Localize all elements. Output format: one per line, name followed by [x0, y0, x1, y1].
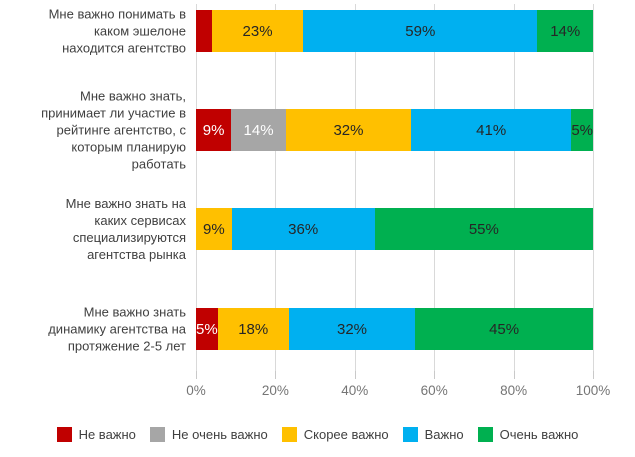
legend-label: Важно — [424, 427, 464, 442]
x-axis-tick — [354, 371, 356, 379]
legend: Не важно Не очень важно Скорее важно Важно О… — [0, 427, 635, 442]
bar-segment-very_important: 5% — [571, 109, 594, 151]
x-axis-tick-label: 60% — [420, 383, 448, 398]
bar-segment-important: 32% — [288, 308, 416, 350]
bar-segment-very_important: 55% — [374, 208, 593, 250]
gridline — [593, 4, 594, 371]
bar-segment-rather_important: 32% — [285, 109, 412, 151]
segment-value-label: 41% — [476, 121, 507, 139]
segment-value-label: 59% — [405, 22, 436, 40]
segment-value-label: 23% — [242, 22, 273, 40]
segment-value-label: 18% — [238, 320, 269, 338]
legend-swatch-not_important — [56, 427, 72, 442]
segment-value-label: 14% — [550, 22, 581, 40]
legend-label: Не важно — [78, 427, 136, 442]
bar-row: 23% 59% 14% — [196, 10, 593, 52]
bar-segment-not_important: 9% — [196, 109, 232, 151]
gridline — [354, 4, 356, 371]
category-label: Мне важно понимать в каком эшелоне наход… — [48, 6, 186, 56]
x-axis-tick — [196, 371, 197, 379]
bar-segment-not_very_important: 14% — [231, 109, 286, 151]
segment-value-label: 45% — [489, 320, 520, 338]
segment-value-label: 9% — [203, 220, 225, 238]
x-axis-tick — [593, 371, 594, 379]
x-axis-tick-label: 40% — [341, 383, 369, 398]
bar-segment-rather_important: 23% — [211, 10, 304, 52]
bar-segment-important: 41% — [411, 109, 572, 151]
gridline — [513, 4, 515, 371]
x-axis-tick-label: 80% — [500, 383, 528, 398]
legend-swatch-very_important — [477, 427, 493, 442]
legend-item-important: Важно — [402, 427, 464, 442]
legend-swatch-important — [402, 427, 418, 442]
legend-swatch-not_very_important — [149, 427, 165, 442]
category-label: Мне важно знать на каких сервисах специа… — [65, 196, 186, 262]
segment-value-label: 14% — [243, 121, 274, 139]
bar-row: 5% 18% 32% 45% — [196, 308, 593, 350]
bar-segment-rather_important: 18% — [217, 308, 289, 350]
legend-item-not_important: Не важно — [56, 427, 136, 442]
x-axis-tick — [434, 371, 436, 379]
legend-item-very_important: Очень важно — [477, 427, 579, 442]
segment-value-label: 32% — [333, 121, 364, 139]
gridline — [434, 4, 436, 371]
plot-area: 0% 20% 40% 60% 80% 100% 23% 59% 14% 9% 14% 32% 41% 5%… — [186, 4, 610, 398]
legend-item-not_very_important: Не очень важно — [149, 427, 268, 442]
segment-value-label: 36% — [288, 220, 319, 238]
bar-segment-not_important — [196, 10, 212, 52]
segment-value-label: 5% — [196, 320, 218, 338]
legend-swatch-rather_important — [281, 427, 297, 442]
segment-value-label: 32% — [336, 320, 368, 338]
bar-row: 9% 14% 32% 41% 5% — [196, 109, 594, 151]
x-axis-tick — [275, 371, 277, 379]
segment-value-label: 5% — [571, 121, 594, 139]
bar-segment-very_important: 14% — [537, 10, 593, 52]
category-label: Мне важно знать, принимает ли участие в … — [41, 88, 186, 172]
gridline — [196, 4, 197, 371]
legend-item-rather_important: Скорее важно — [281, 427, 389, 442]
segment-value-label: 55% — [468, 220, 499, 238]
bar-segment-important: 36% — [231, 208, 375, 250]
x-axis-tick-label: 100% — [575, 383, 611, 398]
bar-segment-rather_important: 9% — [196, 208, 232, 250]
category-label: Мне важно знать динамику агентства на пр… — [48, 304, 186, 354]
bar-row: 9% 36% 55% — [196, 208, 593, 250]
x-axis-tick — [513, 371, 515, 379]
legend-label: Очень важно — [499, 427, 579, 442]
segment-value-label: 9% — [202, 121, 225, 139]
bar-segment-very_important: 45% — [415, 308, 593, 350]
bar-segment-not_important: 5% — [196, 308, 218, 350]
legend-label: Не очень важно — [171, 427, 268, 442]
x-axis-tick-label: 0% — [186, 383, 206, 398]
legend-label: Скорее важно — [303, 427, 389, 442]
gridline — [275, 4, 277, 371]
bar-segment-important: 59% — [303, 10, 538, 52]
x-axis-tick-label: 20% — [261, 383, 289, 398]
